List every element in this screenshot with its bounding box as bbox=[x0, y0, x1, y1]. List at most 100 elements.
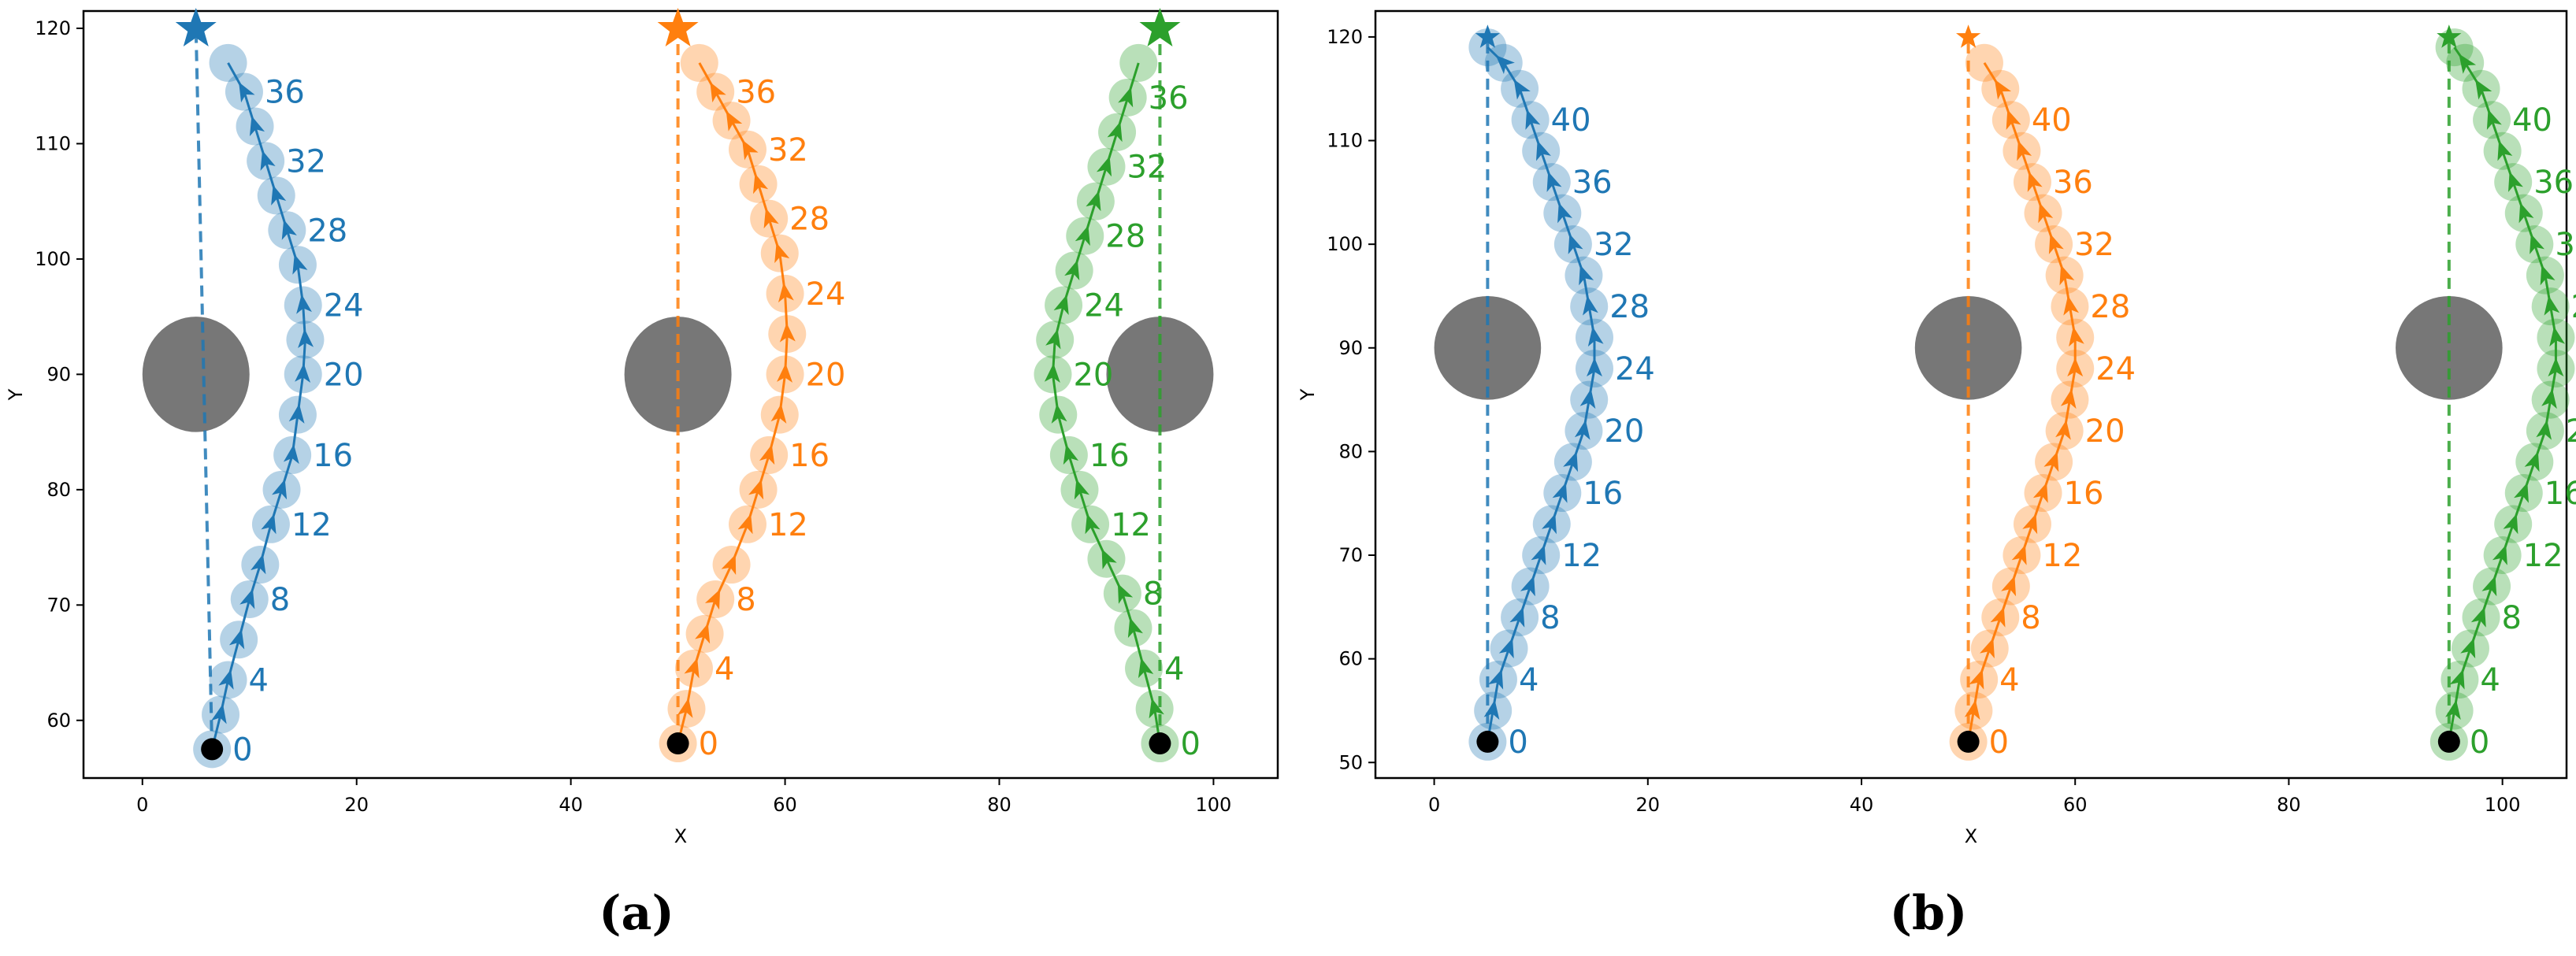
subplot-a: 0 20 40 60 80 10060708090100110120XY048121620… bbox=[5, 7, 1279, 847]
step-label: 24 bbox=[806, 276, 846, 313]
x-tick-label: 0 bbox=[1428, 794, 1440, 816]
obstacle bbox=[1914, 295, 2022, 400]
step-label: 24 bbox=[1615, 351, 1655, 387]
step-label: 28 bbox=[789, 202, 830, 238]
y-axis-label: Y bbox=[5, 388, 27, 401]
step-label: 36 bbox=[1149, 80, 1189, 117]
step-label: 28 bbox=[2090, 289, 2130, 325]
step-label: 36 bbox=[2053, 165, 2093, 201]
step-label: 16 bbox=[1583, 476, 1623, 512]
start-point bbox=[2437, 730, 2460, 753]
step-label: 12 bbox=[2042, 538, 2082, 574]
step-label: 24 bbox=[1084, 287, 1124, 324]
step-label: 12 bbox=[1561, 538, 1602, 574]
x-tick-label: 60 bbox=[2063, 794, 2088, 816]
obstacle bbox=[142, 317, 250, 432]
x-tick-label: 20 bbox=[1636, 794, 1661, 816]
x-axis-label: X bbox=[674, 825, 687, 847]
step-label: 32 bbox=[768, 132, 808, 169]
step-label: 32 bbox=[1127, 150, 1167, 186]
start-point bbox=[666, 732, 689, 755]
y-tick-label: 80 bbox=[46, 479, 71, 501]
step-label: 16 bbox=[313, 438, 353, 474]
step-label: 4 bbox=[1164, 651, 1184, 687]
step-label: 28 bbox=[307, 213, 347, 249]
step-label: 28 bbox=[2571, 289, 2576, 325]
step-label: 36 bbox=[1572, 165, 1613, 201]
step-label: 24 bbox=[324, 287, 364, 324]
step-label: 0 bbox=[2470, 724, 2489, 761]
x-tick-label: 80 bbox=[987, 794, 1011, 816]
y-tick-label: 80 bbox=[1338, 440, 1363, 462]
y-tick-label: 60 bbox=[1338, 648, 1363, 670]
y-tick-label: 70 bbox=[1338, 544, 1363, 566]
y-tick-label: 120 bbox=[1327, 26, 1363, 48]
reference-dashed-line bbox=[194, 28, 214, 750]
obstacle bbox=[2396, 295, 2503, 400]
step-label: 4 bbox=[1519, 662, 1539, 698]
x-tick-label: 40 bbox=[559, 794, 583, 816]
step-label: 20 bbox=[2085, 413, 2125, 450]
y-axis-label: Y bbox=[1297, 388, 1319, 401]
x-axis-label: X bbox=[1965, 825, 1977, 847]
x-tick-label: 0 bbox=[136, 794, 148, 816]
step-label: 40 bbox=[2512, 102, 2552, 139]
y-tick-label: 100 bbox=[35, 248, 71, 270]
step-label: 16 bbox=[789, 438, 830, 474]
step-label: 4 bbox=[2480, 662, 2500, 698]
x-tick-label: 100 bbox=[2485, 794, 2521, 816]
step-label: 32 bbox=[1594, 227, 1634, 263]
step-label: 28 bbox=[1105, 219, 1145, 255]
step-label: 0 bbox=[232, 732, 252, 768]
step-label: 12 bbox=[291, 507, 332, 543]
step-label: 20 bbox=[2566, 413, 2576, 450]
step-label: 20 bbox=[806, 357, 846, 393]
step-label: 16 bbox=[2064, 476, 2104, 512]
caption-b: (b) bbox=[1890, 886, 1968, 941]
step-label: 0 bbox=[1989, 724, 2009, 761]
step-label: 0 bbox=[1508, 724, 1527, 761]
step-label: 36 bbox=[265, 75, 305, 111]
step-label: 24 bbox=[2095, 351, 2136, 387]
obstacle bbox=[1434, 295, 1542, 400]
step-label: 32 bbox=[2074, 227, 2114, 263]
step-label: 8 bbox=[270, 582, 290, 618]
subplot-b: 0 20 40 60 80 1005060708090100110120XY0481216… bbox=[1297, 9, 2576, 847]
start-point bbox=[1476, 730, 1499, 753]
y-tick-label: 110 bbox=[35, 132, 71, 154]
step-label: 16 bbox=[2544, 476, 2576, 512]
step-label: 8 bbox=[2502, 600, 2522, 636]
caption-a: (a) bbox=[599, 886, 674, 941]
step-label: 4 bbox=[249, 663, 269, 699]
y-tick-label: 100 bbox=[1327, 233, 1363, 255]
y-tick-label: 110 bbox=[1327, 130, 1363, 152]
step-label: 12 bbox=[1111, 507, 1151, 543]
step-label: 12 bbox=[768, 507, 808, 543]
step-label: 20 bbox=[1073, 357, 1113, 393]
step-label: 16 bbox=[1089, 438, 1130, 474]
x-tick-label: 20 bbox=[344, 794, 369, 816]
step-label: 40 bbox=[2032, 102, 2072, 139]
x-tick-label: 40 bbox=[1850, 794, 1874, 816]
y-tick-label: 60 bbox=[46, 710, 71, 732]
step-label: 28 bbox=[1609, 289, 1650, 325]
start-point bbox=[201, 738, 224, 761]
step-label: 36 bbox=[736, 75, 776, 111]
step-label: 40 bbox=[1551, 102, 1591, 139]
step-label: 32 bbox=[286, 143, 326, 180]
step-label: 12 bbox=[2523, 538, 2563, 574]
step-label: 20 bbox=[324, 357, 364, 393]
y-tick-label: 120 bbox=[35, 17, 71, 39]
step-label: 4 bbox=[715, 651, 734, 687]
step-label: 4 bbox=[1999, 662, 2019, 698]
step-label: 20 bbox=[1604, 413, 1644, 450]
step-label: 8 bbox=[2021, 600, 2040, 636]
step-label: 36 bbox=[2533, 165, 2574, 201]
step-label: 8 bbox=[736, 582, 755, 618]
step-label: 0 bbox=[1180, 726, 1200, 762]
start-point bbox=[1149, 732, 1171, 755]
step-label: 32 bbox=[2555, 227, 2576, 263]
x-tick-label: 60 bbox=[773, 794, 797, 816]
y-tick-label: 70 bbox=[46, 594, 71, 616]
